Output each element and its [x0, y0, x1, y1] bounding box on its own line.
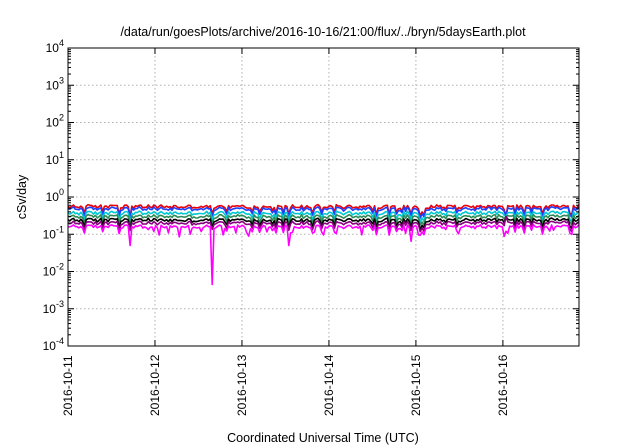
y-tick-label: 104 [46, 38, 64, 55]
x-tick-label: 2016-10-13 [235, 354, 249, 416]
y-tick-label: 100 [46, 187, 64, 204]
y-tick-label: 103 [46, 75, 64, 92]
series-layer [67, 203, 580, 286]
x-tick-label: 2016-10-11 [61, 355, 75, 416]
x-tick-label: 2016-10-14 [322, 354, 336, 416]
y-tick-label: 101 [46, 150, 64, 167]
chart-title: /data/run/goesPlots/archive/2016-10-16/2… [120, 25, 526, 39]
y-tick-label: 10-3 [43, 299, 64, 316]
series-line-5 [67, 215, 580, 231]
grid [68, 48, 579, 346]
y-tick-label: 10-1 [43, 224, 64, 241]
x-axis-label: Coordinated Universal Time (UTC) [227, 431, 419, 445]
series-line-3 [67, 210, 580, 224]
y-axis-label: cSv/day [15, 174, 29, 219]
y-axis: 10-4 10-3 10-2 10-1 100 101 102 103 104 [43, 38, 579, 353]
x-axis: 2016-10-11 2016-10-12 2016-10-13 2016-10-14… [61, 48, 510, 416]
x-tick-label: 2016-10-15 [409, 354, 423, 416]
x-tick-label: 2016-10-16 [496, 354, 510, 416]
series-line-1 [67, 203, 580, 217]
series-line-4 [67, 213, 580, 228]
series-line-6 [67, 215, 580, 233]
series-line-7 [67, 223, 580, 286]
y-tick-label: 10-4 [43, 336, 64, 353]
y-tick-label: 102 [46, 113, 64, 130]
y-tick-label: 10-2 [43, 262, 64, 279]
series-line-2 [67, 206, 580, 220]
x-tick-label: 2016-10-12 [148, 354, 162, 416]
